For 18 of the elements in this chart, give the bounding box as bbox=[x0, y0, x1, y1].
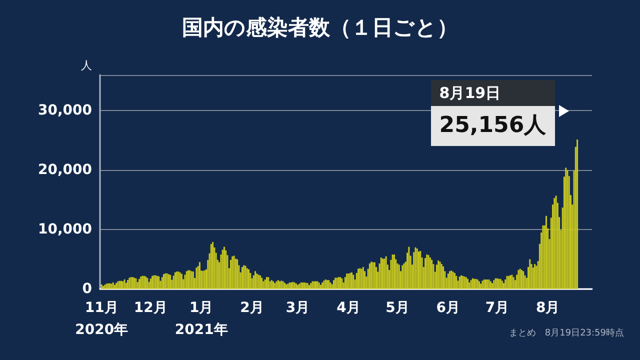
y-tick-label: 20,000 bbox=[38, 162, 92, 178]
y-tick-label: 0 bbox=[82, 281, 92, 297]
y-tick-label: 10,000 bbox=[38, 222, 92, 238]
annotation: 8月19日 25,156人 bbox=[438, 83, 548, 140]
x-tick-label: 3月 bbox=[286, 300, 310, 316]
x-tick-label: 12月 bbox=[134, 300, 168, 316]
text: まとめ 8月19日23:59時点 bbox=[508, 328, 624, 338]
chart-title: 国内の感染者数（１日ごと） bbox=[182, 16, 458, 40]
x-tick-label: 6月 bbox=[436, 300, 460, 316]
x-tick-label: 7月 bbox=[485, 300, 510, 316]
y-axis-title: 人 bbox=[81, 59, 92, 72]
x-tick-label: 1月 2021年 bbox=[174, 300, 228, 338]
y-tick-label: 30,000 bbox=[38, 102, 92, 119]
x-tick-label: 11月 2020年 bbox=[75, 300, 128, 338]
x-tick-label: 2月 bbox=[240, 300, 264, 316]
x-tick-label: 5月 bbox=[386, 300, 410, 316]
x-tick-label: 4月 bbox=[336, 300, 360, 316]
x-tick-label: 8月 bbox=[536, 300, 560, 316]
